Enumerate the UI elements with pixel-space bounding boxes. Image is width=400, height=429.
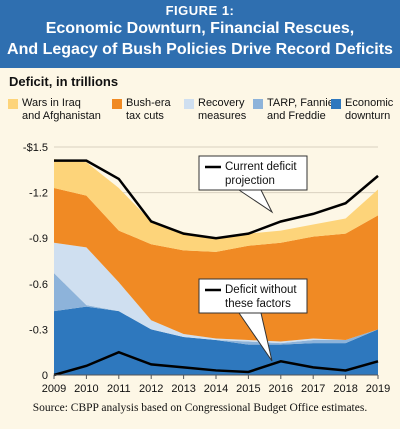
y-axis-label: Deficit, in trillions xyxy=(9,74,119,89)
annotation-text-line1: Deficit without xyxy=(225,284,297,296)
annotation-text-line1: Current deficit xyxy=(225,161,297,173)
source-note: Source: CBPP analysis based on Congressi… xyxy=(32,402,368,414)
legend-item-tarp: TARP, Fannie, and Freddie xyxy=(253,97,337,123)
figure-title-line1: Economic Downturn, Financial Rescues, xyxy=(45,20,355,37)
x-tick-label: 2019 xyxy=(366,383,390,395)
legend-label-tax-cuts: Bush-era tax cuts xyxy=(126,97,171,122)
line-current-deficit-projection xyxy=(54,159,379,240)
x-tick-label: 2012 xyxy=(139,383,163,395)
annotation-text-line2: projection xyxy=(225,175,275,187)
x-tick-label: 2011 xyxy=(107,383,131,395)
area-recovery-measures xyxy=(54,242,378,344)
legend-label-wars: Wars in Iraq and Afghanistan xyxy=(22,97,101,122)
legend-swatch-downturn xyxy=(331,99,341,109)
legend-swatch-wars xyxy=(8,99,18,109)
x-tick-label: 2014 xyxy=(204,383,228,395)
figure-header: FIGURE 1: Economic Downturn, Financial R… xyxy=(0,0,400,68)
legend-swatch-recovery xyxy=(184,99,194,109)
legend-label-recovery: Recovery measures xyxy=(198,97,247,122)
x-tick-label: 2016 xyxy=(269,383,293,395)
y-tick-label: -$1.5 xyxy=(23,142,48,154)
figure-label: FIGURE 1: xyxy=(165,3,235,18)
annotation-text-line2: these factors xyxy=(225,298,291,310)
y-tick-label: -0.9 xyxy=(29,233,48,245)
legend-item-downturn: Economic downturn xyxy=(331,97,393,123)
line-deficit-without-these-factors xyxy=(53,350,379,377)
figure-title-line2: And Legacy of Bush Policies Drive Record… xyxy=(7,41,393,58)
x-tick-label: 2018 xyxy=(333,383,357,395)
annotation-box xyxy=(198,155,308,191)
annotation-box xyxy=(198,278,308,314)
legend-item-recovery: Recovery measures xyxy=(184,97,246,123)
x-tick-label: 2013 xyxy=(171,383,195,395)
area-wars-in-iraq-and-afghanistan xyxy=(54,159,378,252)
legend-label-downturn: Economic downturn xyxy=(345,97,394,122)
x-tick-label: 2010 xyxy=(74,383,98,395)
x-tick-label: 2009 xyxy=(42,383,66,395)
legend-item-wars: Wars in Iraq and Afghanistan xyxy=(8,97,101,123)
legend-item-tax-cuts: Bush-era tax cuts xyxy=(112,97,171,123)
y-tick-label: -1.2 xyxy=(29,188,48,200)
y-tick-label: -0.3 xyxy=(29,324,48,336)
annotation-pointer xyxy=(237,189,274,214)
deficit-area-chart: 0 -0.3 -0.6 -0.9 -1.2 -$1.5 2009 2010 2011 2012 20… xyxy=(23,142,390,395)
y-tick-label: 0 xyxy=(42,370,48,382)
x-tick-label: 2015 xyxy=(236,383,260,395)
x-tick-label: 2017 xyxy=(301,383,325,395)
legend-swatch-tax-cuts xyxy=(112,99,122,109)
legend: Wars in Iraq and Afghanistan Bush-era tax … xyxy=(8,97,400,133)
legend-label-tarp: TARP, Fannie, and Freddie xyxy=(267,97,337,122)
y-tick-label: -0.6 xyxy=(29,279,48,291)
legend-swatch-tarp xyxy=(253,99,263,109)
